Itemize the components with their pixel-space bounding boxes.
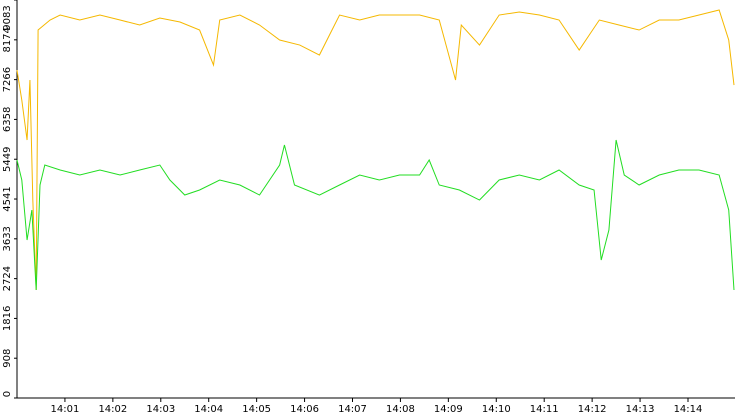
x-tick-label: 14:11 bbox=[530, 404, 559, 415]
y-tick-label: 5449 bbox=[2, 147, 13, 172]
y-tick-label: 2724 bbox=[2, 266, 13, 291]
x-tick-label: 14:09 bbox=[434, 404, 463, 415]
y-tick-label: 908 bbox=[2, 349, 13, 368]
x-tick-label: 14:10 bbox=[482, 404, 511, 415]
x-tick-label: 14:02 bbox=[98, 404, 127, 415]
x-tick-label: 14:03 bbox=[146, 404, 175, 415]
x-tick-label: 14:07 bbox=[338, 404, 367, 415]
x-tick-label: 14:14 bbox=[674, 404, 703, 415]
x-tick-label: 14:01 bbox=[51, 404, 80, 415]
x-tick-label: 14:08 bbox=[386, 404, 415, 415]
x-tick-label: 14:12 bbox=[578, 404, 607, 415]
x-tick-label: 14:04 bbox=[194, 404, 223, 415]
y-tick-label: 3633 bbox=[2, 226, 13, 251]
series-line bbox=[16, 9, 735, 291]
y-tick-label: 9083 bbox=[2, 5, 13, 30]
y-tick-label: 1816 bbox=[2, 306, 13, 331]
y-tick-label: 8174 bbox=[2, 27, 13, 52]
series-line bbox=[16, 139, 735, 291]
y-tick-label: 4541 bbox=[2, 186, 13, 211]
x-tick-label: 14:13 bbox=[626, 404, 655, 415]
x-tick-label: 14:05 bbox=[242, 404, 271, 415]
y-tick-label: 0 bbox=[2, 391, 13, 397]
y-tick-label: 6358 bbox=[2, 107, 13, 132]
x-tick-label: 14:06 bbox=[290, 404, 319, 415]
y-tick-label: 7266 bbox=[2, 67, 13, 92]
